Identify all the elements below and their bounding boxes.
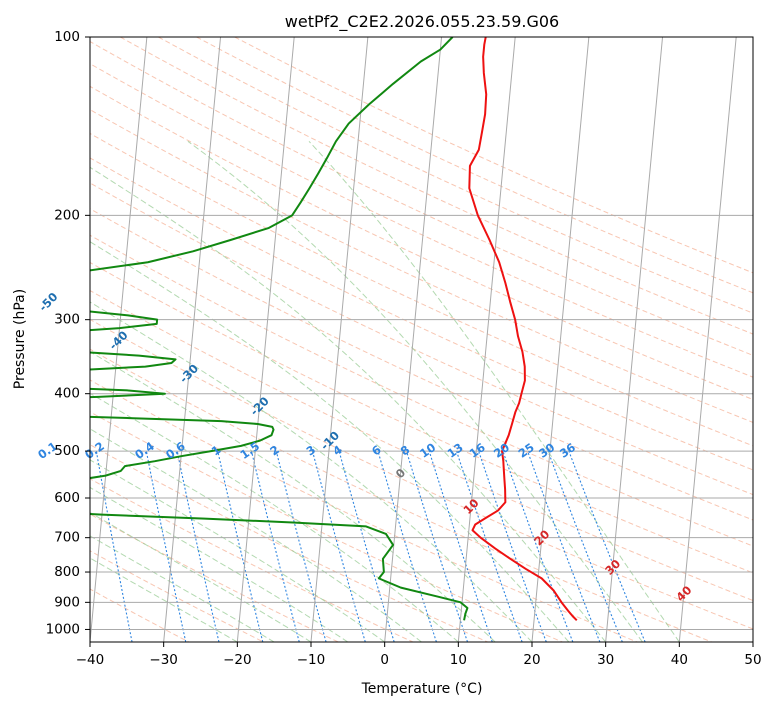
mixing-ratio-line <box>527 450 601 642</box>
mixing-ratio-line <box>428 450 493 642</box>
x-axis: −40 −30 −20 −10 0 10 20 30 40 50 <box>76 642 762 668</box>
y-tick-label: 700 <box>54 530 80 546</box>
isotherm-line <box>236 37 295 642</box>
dry-adiabat-line <box>90 40 753 356</box>
dry-adiabat-line <box>90 132 753 447</box>
y-tick-label: 200 <box>54 207 80 223</box>
y-axis: 100 200 300 400 500 600 700 800 900 1000 <box>46 29 90 637</box>
mixing-ratio-line <box>250 450 300 642</box>
isotherm-line <box>163 37 222 642</box>
y-tick-label: 600 <box>54 490 80 506</box>
mixing-ratio-line <box>311 450 366 642</box>
y-tick-label: 400 <box>54 386 80 402</box>
y-tick-label: 900 <box>54 594 80 610</box>
pressure-gridlines <box>90 37 753 630</box>
isotherm-line <box>457 37 516 642</box>
y-tick-label: 1000 <box>46 621 80 637</box>
mixing-ratio-line <box>502 450 574 642</box>
dry-adiabats <box>90 37 753 642</box>
temperature-profile <box>468 37 578 621</box>
x-tick-label: −10 <box>297 652 326 668</box>
y-tick-label: 500 <box>54 443 80 459</box>
dewpoint-profile <box>90 37 469 621</box>
x-tick-label: 40 <box>671 652 688 668</box>
dry-adiabat-line <box>90 261 753 574</box>
x-tick-label: 30 <box>597 652 614 668</box>
sounding-profiles <box>90 37 578 621</box>
dry-adiabat-line <box>90 109 753 423</box>
mixing-ratio-line <box>145 450 187 642</box>
isotherm-line <box>384 37 443 642</box>
dry-adiabat-line <box>90 234 753 547</box>
isotherms <box>90 37 753 642</box>
chart-title: wetPf2_C2E2.2026.055.23.59.G06 <box>285 12 559 32</box>
mixing-ratio-line <box>275 450 327 642</box>
x-axis-label: Temperature (°C) <box>361 681 483 697</box>
dry-adiabat-line <box>90 318 753 630</box>
x-tick-label: 10 <box>450 652 467 668</box>
x-tick-label: −20 <box>223 652 252 668</box>
y-tick-label: 300 <box>54 312 80 328</box>
isotherm-line <box>531 37 590 642</box>
plot-frame <box>89 36 754 643</box>
mixing-ratio-line <box>547 450 623 642</box>
mixing-ratio-lines <box>95 450 646 642</box>
dry-adiabat-line <box>158 37 753 314</box>
y-tick-label: 800 <box>54 564 80 580</box>
x-tick-label: −40 <box>76 652 105 668</box>
mixing-ratio-line <box>377 450 437 642</box>
isotherm-line <box>90 37 148 642</box>
dry-adiabat-line <box>90 157 753 471</box>
x-tick-label: −30 <box>149 652 178 668</box>
x-tick-label: 50 <box>744 652 761 668</box>
mixing-ratio-line <box>405 450 469 642</box>
mixing-ratio-line <box>478 450 547 642</box>
y-axis-label: Pressure (hPa) <box>12 289 28 389</box>
x-tick-label: 20 <box>523 652 540 668</box>
dry-adiabat-line <box>90 85 753 401</box>
x-tick-label: 0 <box>380 652 389 668</box>
dry-adiabat-line <box>234 37 753 274</box>
plot-background <box>90 37 753 642</box>
isotherm-line <box>678 37 737 642</box>
mixing-ratio-line <box>176 450 220 642</box>
isotherm-line <box>310 37 369 642</box>
mixing-ratio-line <box>217 450 264 642</box>
mixing-ratio-line <box>456 450 523 642</box>
isotherm-line <box>605 37 664 642</box>
y-tick-label: 100 <box>54 29 80 45</box>
dry-adiabat-line <box>90 182 753 496</box>
